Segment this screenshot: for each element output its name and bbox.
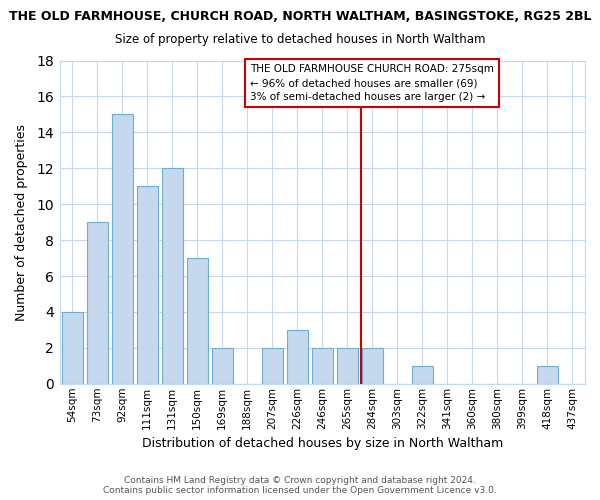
Bar bbox=[262, 348, 283, 384]
Bar bbox=[337, 348, 358, 384]
Bar bbox=[212, 348, 233, 384]
Text: THE OLD FARMHOUSE, CHURCH ROAD, NORTH WALTHAM, BASINGSTOKE, RG25 2BL: THE OLD FARMHOUSE, CHURCH ROAD, NORTH WA… bbox=[9, 10, 591, 23]
Bar bbox=[311, 348, 333, 384]
X-axis label: Distribution of detached houses by size in North Waltham: Distribution of detached houses by size … bbox=[142, 437, 503, 450]
Y-axis label: Number of detached properties: Number of detached properties bbox=[15, 124, 28, 320]
Bar bbox=[161, 168, 183, 384]
Bar bbox=[86, 222, 108, 384]
Bar bbox=[537, 366, 558, 384]
Bar bbox=[412, 366, 433, 384]
Bar bbox=[112, 114, 133, 384]
Text: Contains HM Land Registry data © Crown copyright and database right 2024.
Contai: Contains HM Land Registry data © Crown c… bbox=[103, 476, 497, 495]
Bar bbox=[187, 258, 208, 384]
Bar bbox=[287, 330, 308, 384]
Bar bbox=[362, 348, 383, 384]
Text: THE OLD FARMHOUSE CHURCH ROAD: 275sqm
← 96% of detached houses are smaller (69)
: THE OLD FARMHOUSE CHURCH ROAD: 275sqm ← … bbox=[250, 64, 494, 102]
Text: Size of property relative to detached houses in North Waltham: Size of property relative to detached ho… bbox=[115, 32, 485, 46]
Bar bbox=[62, 312, 83, 384]
Bar bbox=[137, 186, 158, 384]
